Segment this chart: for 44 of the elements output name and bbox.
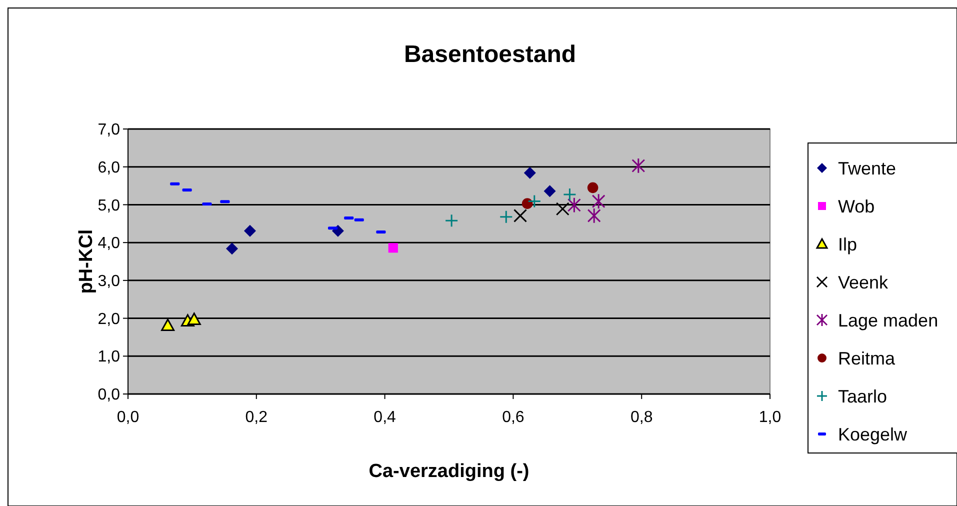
- point: [388, 243, 398, 253]
- y-tick-label: 2,0: [98, 310, 120, 328]
- point: [587, 182, 598, 194]
- y-tick-label: 6,0: [98, 159, 120, 176]
- point: [544, 185, 556, 198]
- y-tick-label: 1,0: [98, 348, 120, 366]
- legend-label: Reitma: [838, 348, 896, 368]
- legend-label: Twente: [838, 158, 896, 178]
- x-tick-label: 0,8: [630, 409, 653, 426]
- chart-title: Basentoestand: [404, 41, 576, 68]
- y-tick-label: 0,0: [98, 386, 120, 404]
- x-axis-title: Ca-verzadiging (-): [368, 461, 530, 482]
- legend-label: Taarlo: [838, 386, 888, 406]
- y-tick-label: 7,0: [98, 122, 120, 139]
- point: [587, 208, 601, 224]
- legend-label: Wob: [838, 196, 875, 216]
- y-tick-label: 4,0: [98, 235, 120, 252]
- x-tick-label: 0,6: [502, 409, 524, 426]
- point: [244, 224, 256, 237]
- point: [444, 214, 458, 228]
- y-tick-label: 5,0: [98, 197, 120, 214]
- y-tick-label: 3,0: [98, 273, 120, 290]
- legend-label: Koegelw: [838, 424, 908, 444]
- point: [514, 208, 528, 222]
- point: [522, 198, 533, 209]
- point: [567, 197, 581, 214]
- x-tick-label: 0,2: [245, 409, 268, 426]
- point: [562, 188, 576, 202]
- point: [524, 166, 536, 179]
- x-tick-label: 1,0: [758, 409, 782, 426]
- point: [226, 242, 238, 255]
- point: [556, 202, 570, 216]
- x-tick-label: 0,0: [116, 409, 140, 426]
- point: [592, 193, 606, 210]
- legend-label: Ilp: [838, 234, 858, 254]
- legend-label: Veenk: [838, 272, 890, 292]
- x-tick-label: 0,4: [374, 409, 396, 426]
- point: [499, 210, 513, 224]
- legend-label: Lage maden: [838, 310, 938, 330]
- point: [528, 194, 542, 208]
- point: [187, 312, 201, 325]
- point: [161, 318, 175, 332]
- y-axis-title: pH-KCl: [76, 229, 97, 294]
- point: [632, 158, 646, 174]
